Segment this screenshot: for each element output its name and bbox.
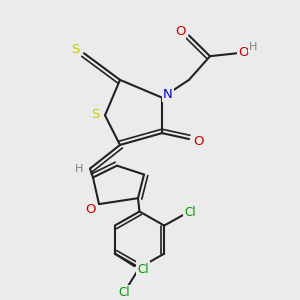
Text: O: O [193,135,203,148]
Text: H: H [75,164,84,174]
Text: N: N [163,88,173,101]
Text: O: O [238,46,249,59]
Text: H: H [249,42,257,52]
Text: Cl: Cl [184,206,196,219]
Text: Cl: Cl [137,262,149,275]
Text: S: S [91,108,100,121]
Text: Cl: Cl [118,286,130,299]
Text: O: O [175,25,185,38]
Text: O: O [85,203,95,216]
Text: S: S [71,43,80,56]
